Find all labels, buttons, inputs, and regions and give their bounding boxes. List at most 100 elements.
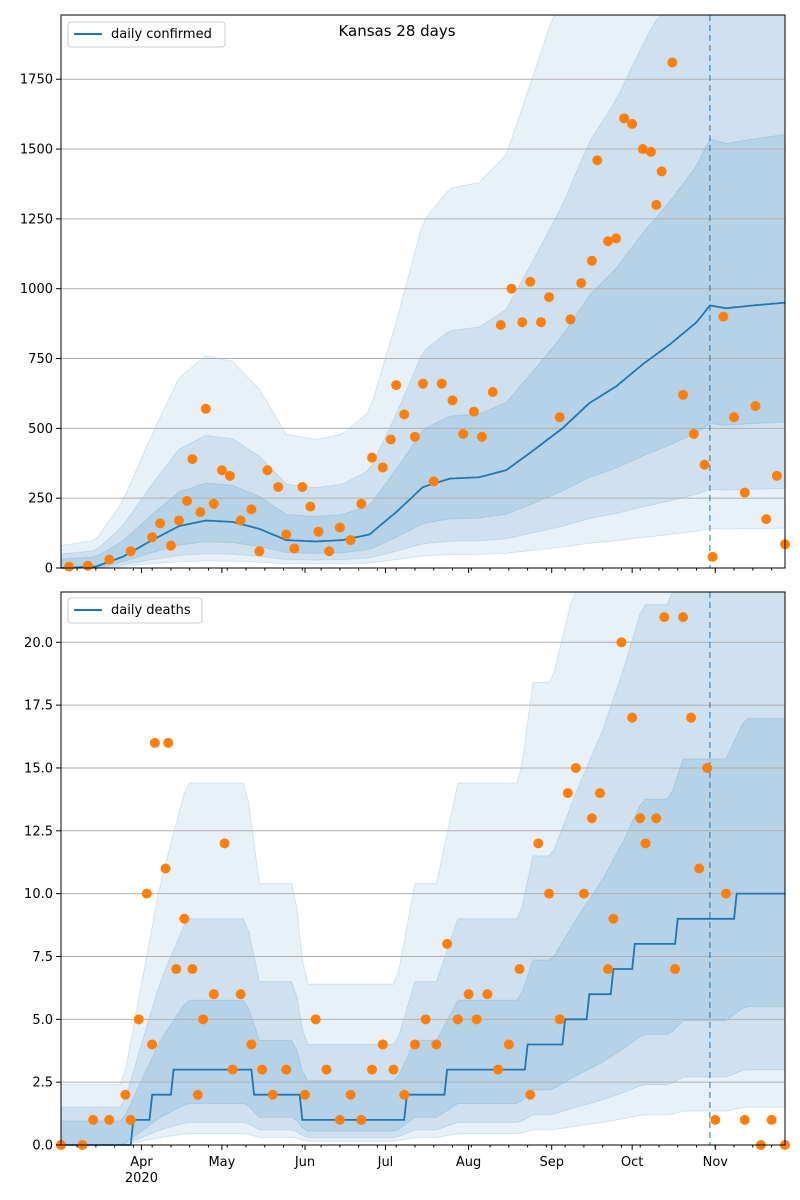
observation-point (227, 1064, 238, 1075)
observation-point (171, 964, 182, 975)
deaths-observations (56, 612, 790, 1150)
observation-point (670, 964, 681, 975)
observation-point (246, 1039, 257, 1050)
observation-point (503, 1039, 514, 1050)
observation-point (468, 406, 479, 417)
observation-point (104, 554, 115, 565)
observation-point (324, 546, 335, 557)
deaths-legend-box (67, 597, 203, 624)
confirmed-title: Kansas 28 days (338, 22, 455, 40)
observation-point (667, 57, 678, 68)
observation-point (219, 838, 230, 849)
observation-point (554, 1014, 565, 1025)
confirmed-x-ticks (76, 568, 773, 573)
observation-point (452, 1014, 463, 1025)
observation-point (710, 1114, 721, 1125)
observation-point (418, 378, 428, 389)
observation-point (616, 637, 627, 648)
observation-point (310, 1014, 321, 1025)
observation-point (699, 459, 710, 470)
observation-point (428, 476, 439, 487)
observation-point (82, 560, 93, 571)
x-tick-label: 2020 (125, 1171, 158, 1186)
observation-point (173, 515, 184, 526)
observation-point (409, 431, 420, 442)
observation-point (431, 1039, 442, 1050)
y-tick-label: 2.5 (32, 1076, 53, 1091)
observation-point (627, 712, 638, 723)
observation-point (391, 380, 402, 391)
observation-point (603, 964, 614, 975)
observation-point (388, 1064, 399, 1075)
confirmed-uncertainty-bands (60, 14, 786, 569)
y-tick-label: 1500 (20, 143, 53, 158)
observation-point (544, 888, 555, 899)
confirmed-axes-frame (60, 14, 786, 569)
observation-point (721, 888, 732, 899)
observation-point (367, 452, 378, 463)
x-tick-label: Oct (621, 1155, 643, 1170)
observation-point (377, 1039, 388, 1050)
observation-point (273, 482, 284, 493)
y-tick-label: 750 (28, 352, 53, 367)
y-tick-label: 12.5 (24, 824, 53, 839)
confirmed-panel: 0 250 500 750 1000 1250 1500 1750 Kansas 28 day… (20, 14, 790, 577)
observation-point (506, 283, 517, 294)
observation-point (334, 1114, 345, 1125)
observation-point (334, 522, 345, 533)
observation-point (163, 737, 174, 748)
confirmed-legend: daily confirmed (67, 21, 226, 48)
observation-point (739, 1114, 750, 1125)
observation-point (678, 389, 689, 400)
confirmed-legend-label: daily confirmed (111, 27, 212, 42)
confirmed-y-ticks: 0 250 500 750 1000 1250 1500 1750 (20, 73, 61, 577)
observation-point (554, 412, 565, 423)
observation-point (678, 612, 689, 623)
observation-point (592, 155, 603, 166)
x-tick-label: May (208, 1155, 235, 1170)
y-tick-label: 1000 (20, 282, 53, 297)
observation-point (120, 1089, 131, 1100)
observation-point (718, 311, 729, 322)
observation-point (224, 470, 235, 481)
observation-point (578, 888, 589, 899)
observation-point (594, 788, 605, 799)
y-tick-label: 0.0 (32, 1139, 53, 1154)
observation-point (262, 465, 273, 476)
deaths-legend-label: daily deaths (111, 603, 191, 618)
observation-point (385, 434, 396, 445)
observation-point (436, 378, 447, 389)
y-tick-label: 10.0 (24, 887, 53, 902)
deaths-uncertainty-bands (60, 591, 786, 1146)
observation-point (195, 507, 206, 518)
observation-point (356, 1114, 367, 1125)
observation-point (482, 989, 493, 1000)
observation-point (761, 514, 772, 525)
observation-point (88, 1114, 99, 1125)
y-tick-label: 7.5 (32, 950, 53, 965)
confirmed-observations (64, 57, 790, 572)
y-tick-label: 500 (28, 422, 53, 437)
observation-point (640, 838, 651, 849)
observation-point (208, 989, 219, 1000)
observation-point (651, 199, 662, 210)
observation-point (608, 913, 619, 924)
x-tick-label: Jun (294, 1155, 315, 1170)
observation-point (544, 292, 555, 303)
observation-point (729, 412, 740, 423)
observation-point (160, 863, 171, 874)
observation-point (656, 166, 667, 177)
observation-point (707, 551, 718, 562)
y-tick-label: 1750 (20, 73, 53, 88)
observation-point (739, 487, 750, 498)
observation-point (476, 431, 487, 442)
observation-point (321, 1064, 332, 1075)
deaths-axes-frame (60, 591, 786, 1146)
observation-point (141, 888, 152, 899)
observation-point (565, 314, 576, 325)
observation-point (267, 1089, 278, 1100)
deaths-panel: 0.0 2.5 5.0 7.5 10.0 12.5 15.0 17.5 20.0 Apr2020… (24, 591, 790, 1186)
observation-point (637, 144, 648, 155)
